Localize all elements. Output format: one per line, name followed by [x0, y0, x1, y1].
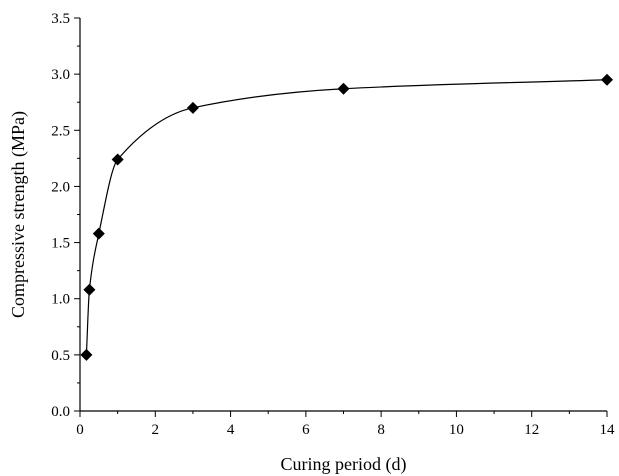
fit-curve: [85, 79, 608, 355]
y-axis: 0.0 0.5 1.0 1.5 2.0 2.5 3.0 3.5 Compressive str…: [8, 11, 81, 420]
x-tick-label: 8: [377, 422, 385, 438]
data-point: [80, 348, 93, 361]
x-tick-label: 2: [152, 422, 160, 438]
x-tick-label: 6: [302, 422, 310, 438]
data-point: [337, 82, 350, 95]
plot-area: [80, 73, 613, 361]
data-point: [92, 227, 105, 240]
x-tick-label: 14: [600, 422, 616, 438]
data-point: [83, 283, 96, 296]
x-axis-label: Curing period (d): [281, 454, 407, 475]
x-tick-label: 0: [76, 422, 84, 438]
data-point: [111, 153, 124, 166]
y-tick-label: 1.0: [51, 292, 70, 308]
y-tick-label: 2.0: [51, 179, 70, 195]
x-tick-label: 12: [524, 422, 539, 438]
y-axis-label: Compressive strength (MPa): [8, 111, 29, 318]
x-tick-label: 4: [227, 422, 235, 438]
y-tick-label: 2.5: [51, 123, 70, 139]
y-tick-label: 0.5: [51, 348, 70, 364]
y-tick-label: 0.0: [51, 404, 70, 420]
y-tick-label: 1.5: [51, 236, 70, 252]
data-point: [186, 101, 199, 114]
data-point: [601, 73, 613, 86]
x-axis: 0 2 4 6 8 10 12 14 Curing period (d): [76, 410, 616, 475]
x-tick-label: 10: [449, 422, 464, 438]
y-tick-label: 3.5: [51, 11, 70, 27]
y-tick-label: 3.0: [51, 67, 70, 83]
